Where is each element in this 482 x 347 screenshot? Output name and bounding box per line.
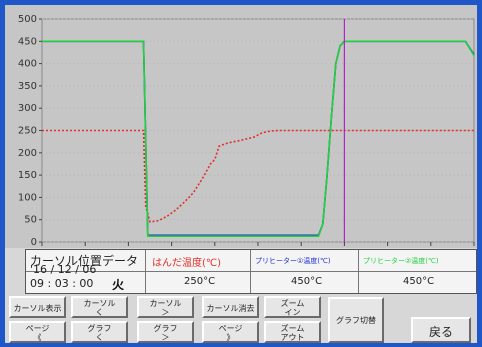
page-next-label: ページ — [218, 324, 243, 333]
chevron-right-icon: ＞ — [161, 333, 170, 342]
double-chevron-right-icon: 》 — [226, 333, 235, 342]
cursor-right-label: カーソル — [149, 299, 182, 308]
cursor-datetime-cell: '16 / 12 / 06 09 : 03 : 00 火 — [26, 263, 146, 293]
page-next-button[interactable]: ページ 》 — [202, 321, 259, 343]
graph-right-button[interactable]: グラフ ＞ — [137, 321, 194, 343]
cursor-clear-label: カーソル消去 — [206, 304, 255, 313]
preheater1-temp-label: プリヒーター①温度(℃) — [255, 257, 331, 265]
y-tick-label: 200 — [18, 148, 37, 159]
back-button[interactable]: 戻る — [411, 317, 471, 343]
solder-temp-value-cell: 250°C — [146, 272, 251, 293]
zoom-in-label: ズーム — [280, 299, 305, 308]
series-line-1 — [42, 129, 474, 223]
graph-right-label: グラフ — [153, 324, 178, 333]
y-tick-label: 500 — [18, 14, 37, 25]
cursor-clear-button[interactable]: カーソル消去 — [202, 296, 259, 318]
graph-switch-button[interactable]: グラフ切替 — [328, 297, 384, 343]
zoom-in-sublabel: イン — [284, 308, 301, 317]
double-chevron-left-icon: 《 — [33, 333, 42, 342]
y-tick-label: 150 — [18, 170, 37, 181]
cursor-right-button[interactable]: カーソル ＞ — [137, 296, 194, 318]
solder-temp-value: 250°C — [184, 276, 216, 287]
cursor-panel-title-cell: カーソル位置データ — [26, 250, 146, 272]
chevron-right-icon: ＞ — [161, 308, 170, 317]
graph-left-label: グラフ — [87, 324, 112, 333]
cursor-left-label: カーソル — [83, 299, 116, 308]
preheater1-temp-value: 450°C — [291, 276, 323, 287]
chevron-left-icon: く — [95, 333, 104, 342]
y-tick-label: 100 — [18, 192, 37, 203]
preheater2-temp-value-cell: 450°C — [359, 272, 476, 293]
cursor-time: 09 : 03 : 00 — [30, 277, 94, 290]
page-prev-button[interactable]: ページ 《 — [9, 321, 66, 343]
hmi-screen: 500 450 400 350 300 250 200 150 100 50 0 カーソル位置データ… — [5, 5, 477, 343]
back-label: 戻る — [428, 325, 453, 339]
y-tick-label: 300 — [18, 103, 37, 114]
graph-left-button[interactable]: グラフ く — [71, 321, 128, 343]
cursor-show-button[interactable]: カーソル表示 — [9, 296, 66, 318]
preheater1-temp-value-cell: 450°C — [251, 272, 359, 293]
y-tick-label: 250 — [18, 126, 37, 137]
cursor-data-panel: カーソル位置データ '16 / 12 / 06 09 : 03 : 00 火 は… — [25, 249, 477, 294]
cursor-date: '16 / 12 / 06 — [30, 263, 97, 276]
series-line-2 — [42, 40, 475, 237]
cursor-panel-title: カーソル位置データ — [30, 254, 139, 268]
y-tick-label: 0 — [31, 237, 37, 248]
preheater1-temp-header: プリヒーター①温度(℃) — [251, 250, 359, 272]
zoom-out-button[interactable]: ズーム アウト — [264, 321, 321, 343]
cursor-left-button[interactable]: カーソル く — [71, 296, 128, 318]
y-tick-label: 450 — [18, 36, 37, 47]
solder-temp-label: はんだ温度(℃) — [152, 258, 222, 269]
zoom-out-label: ズーム — [280, 324, 305, 333]
cursor-show-label: カーソル表示 — [13, 304, 62, 313]
preheater2-temp-value: 450°C — [403, 276, 435, 287]
preheater2-temp-header: プリヒーター②温度(℃) — [359, 250, 476, 272]
y-tick-label: 50 — [24, 215, 37, 226]
page-prev-label: ページ — [25, 324, 50, 333]
zoom-in-button[interactable]: ズーム イン — [264, 296, 321, 318]
cursor-weekday: 火 — [112, 278, 125, 292]
zoom-out-sublabel: アウト — [280, 333, 305, 342]
preheater2-temp-label: プリヒーター②温度(℃) — [363, 257, 439, 265]
graph-switch-label: グラフ切替 — [336, 316, 376, 325]
y-tick-label: 400 — [18, 59, 37, 70]
series-line-3 — [42, 40, 475, 237]
chevron-left-icon: く — [95, 308, 104, 317]
temperature-chart[interactable]: 500 450 400 350 300 250 200 150 100 50 0 — [5, 5, 477, 248]
y-tick-label: 350 — [18, 81, 37, 92]
solder-temp-header: はんだ温度(℃) — [146, 250, 251, 272]
